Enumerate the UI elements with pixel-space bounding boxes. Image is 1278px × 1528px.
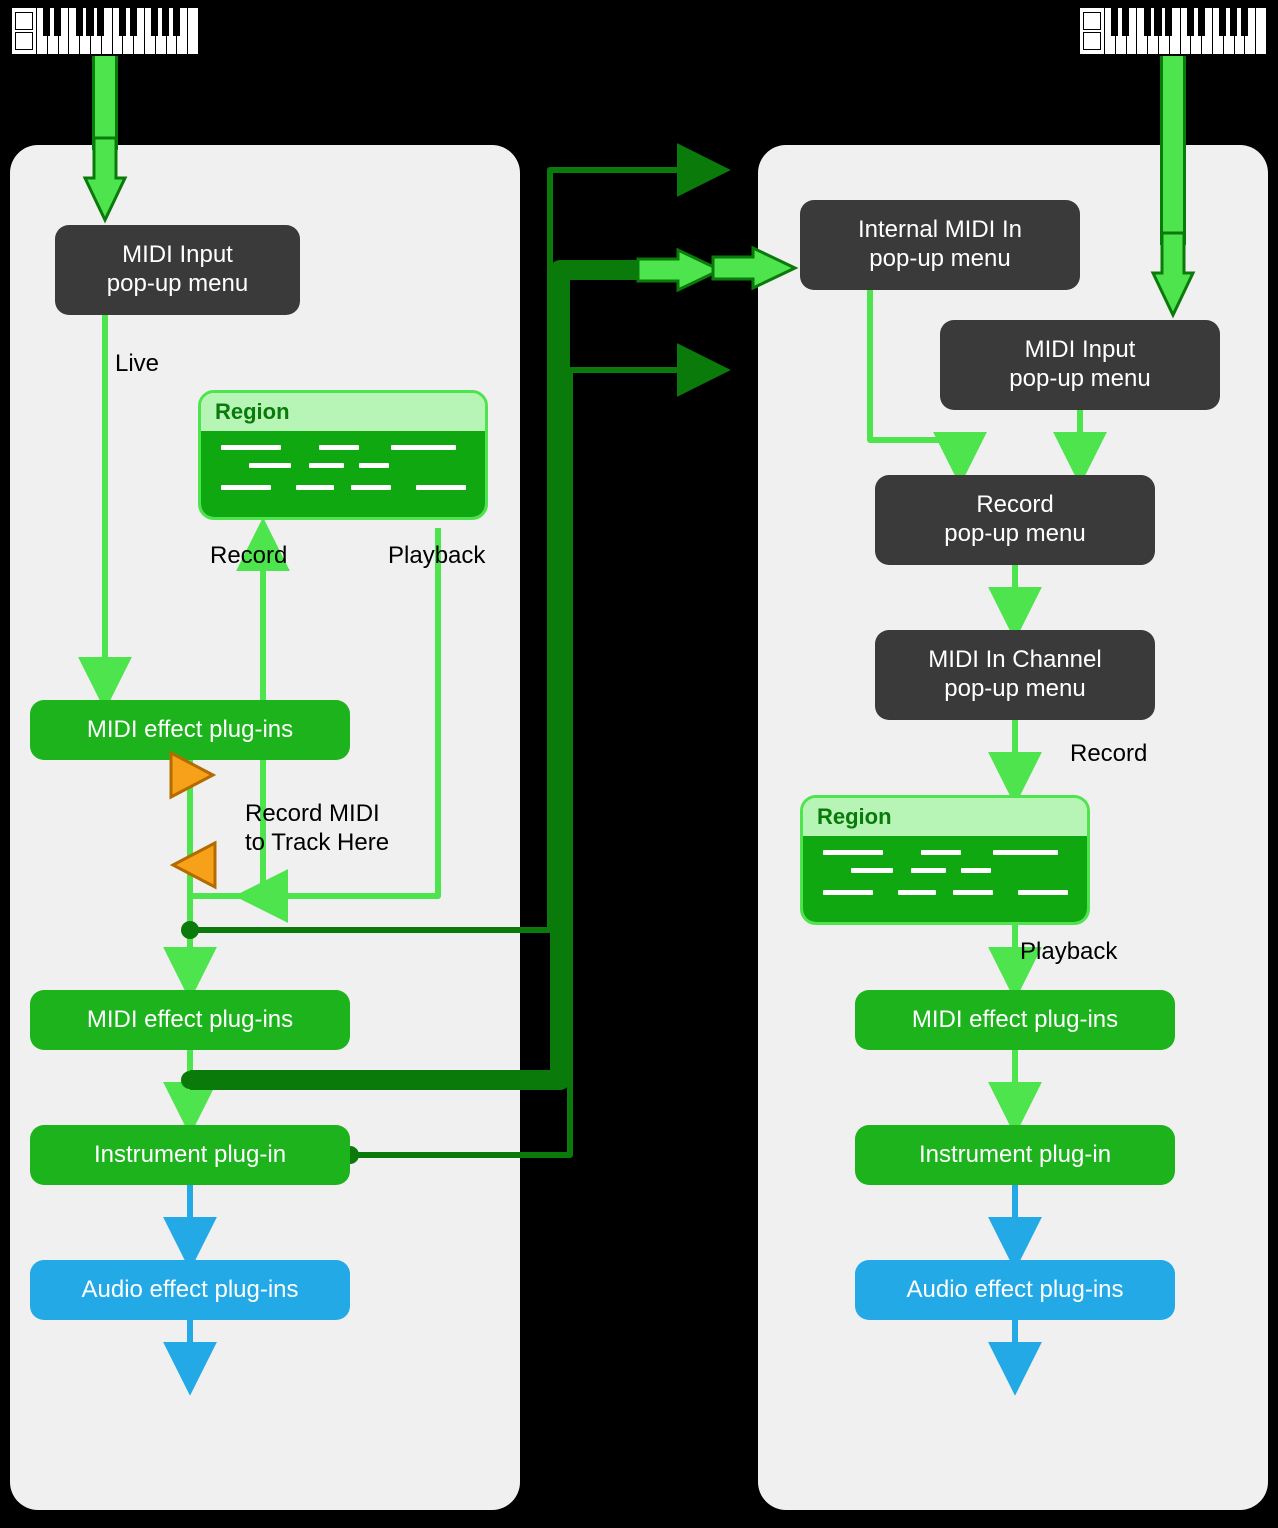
label: Instrument plug-in — [94, 1141, 286, 1170]
label: MIDI In Channelpop-up menu — [928, 646, 1101, 704]
right-instrument-box: Instrument plug-in — [855, 1125, 1175, 1185]
right-audio-fx-box: Audio effect plug-ins — [855, 1260, 1175, 1320]
left-region: Region — [198, 390, 488, 520]
label: MIDI effect plug-ins — [912, 1006, 1118, 1035]
label: Audio effect plug-ins — [81, 1276, 298, 1305]
left-midi-input-box: MIDI Inputpop-up menu — [55, 225, 300, 315]
right-midi-fx-box: MIDI effect plug-ins — [855, 990, 1175, 1050]
right-midi-input-box: MIDI Inputpop-up menu — [940, 320, 1220, 410]
left-instrument-box: Instrument plug-in — [30, 1125, 350, 1185]
region-title: Region — [201, 393, 485, 431]
label: Audio effect plug-ins — [906, 1276, 1123, 1305]
label: MIDI effect plug-ins — [87, 1006, 293, 1035]
keyboard-right-icon — [1078, 6, 1268, 56]
right-region: Region — [800, 795, 1090, 925]
label: MIDI effect plug-ins — [87, 716, 293, 745]
right-internal-midi-in-box: Internal MIDI Inpop-up menu — [800, 200, 1080, 290]
label: Instrument plug-in — [919, 1141, 1111, 1170]
label: MIDI Inputpop-up menu — [107, 241, 248, 299]
right-record-popup-box: Recordpop-up menu — [875, 475, 1155, 565]
label: MIDI Inputpop-up menu — [1009, 336, 1150, 394]
left-midi-fx-2-box: MIDI effect plug-ins — [30, 990, 350, 1050]
region-title: Region — [803, 798, 1087, 836]
label: Internal MIDI Inpop-up menu — [858, 216, 1022, 274]
label-playback-right: Playback — [1020, 938, 1117, 967]
label-record-midi-to-track: Record MIDIto Track Here — [245, 800, 389, 858]
region-body — [201, 431, 485, 517]
region-body — [803, 836, 1087, 922]
label: Recordpop-up menu — [944, 491, 1085, 549]
label-playback-left: Playback — [388, 542, 485, 571]
label-record-right: Record — [1070, 740, 1147, 769]
label-record-left: Record — [210, 542, 287, 571]
keyboard-left-icon — [10, 6, 200, 56]
right-midi-in-channel-box: MIDI In Channelpop-up menu — [875, 630, 1155, 720]
left-audio-fx-box: Audio effect plug-ins — [30, 1260, 350, 1320]
label-live: Live — [115, 350, 159, 379]
